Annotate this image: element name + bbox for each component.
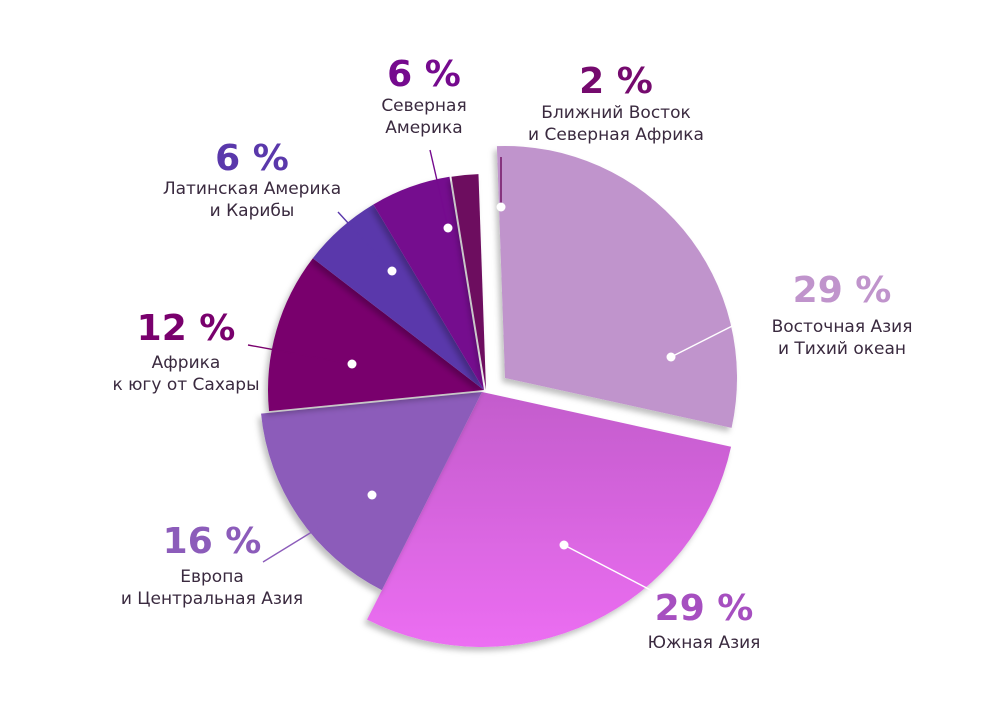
slice-category-label: Южная Азия [648,633,761,653]
leader-line [563,544,663,597]
slice-value-label: 16 % [163,521,262,562]
slice-value-label: 2 % [579,61,653,102]
slice-category-label: Африка к югу от Сахары [112,353,259,395]
leader-dot [387,266,397,276]
leader-line [429,149,449,229]
leader-line [262,494,373,563]
leader-dot [443,223,453,233]
slice-category-label: Латинская Америка и Карибы [163,179,341,221]
leader-line [247,344,353,365]
pie-slice [312,204,484,390]
slice-category-label: Европа и Центральная Азия [121,567,303,609]
leader-dot [496,202,506,212]
leader-line [337,211,393,272]
leader-dot [666,352,676,362]
slice-labels: 29 % Восточная Азия и Тихий океан 29 % Южная… [112,54,912,653]
pie-slice [367,392,732,647]
leader-line [670,315,753,358]
slice-value-label: 29 % [655,588,754,629]
leader-lines [247,149,753,597]
pie-slice [496,145,737,428]
pie-slices [261,145,737,647]
slice-value-label: 29 % [793,270,892,311]
pie-slice [373,176,484,390]
pie-slice [451,174,486,390]
slice-value-label: 6 % [215,138,289,179]
pie-slice [268,258,484,412]
leader-dot [367,490,377,500]
slice-category-label: Ближний Восток и Северная Африка [528,103,704,145]
slice-category-label: Восточная Азия и Тихий океан [772,317,913,359]
leader-dot [559,540,569,550]
slice-value-label: 6 % [387,54,461,95]
slice-category-label: Северная Америка [381,96,466,138]
leader-dot [347,359,357,369]
slice-value-label: 12 % [137,308,236,349]
